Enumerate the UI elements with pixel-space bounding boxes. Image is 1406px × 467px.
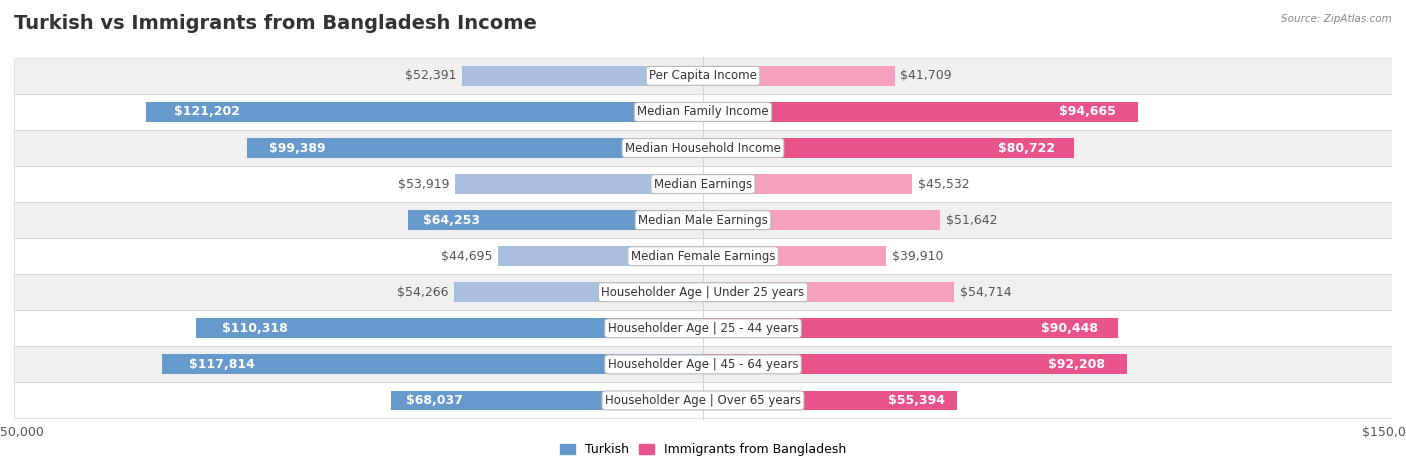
Bar — [14, 347, 1392, 382]
Bar — [246, 138, 703, 158]
Text: $117,814: $117,814 — [188, 358, 254, 371]
Bar — [703, 354, 1126, 375]
Text: Householder Age | Over 65 years: Householder Age | Over 65 years — [605, 394, 801, 407]
Bar — [14, 238, 1392, 274]
Text: $94,665: $94,665 — [1059, 106, 1116, 119]
Text: Median Family Income: Median Family Income — [637, 106, 769, 119]
Bar — [703, 138, 1074, 158]
Text: $92,208: $92,208 — [1049, 358, 1105, 371]
Bar — [14, 382, 1392, 418]
Bar — [498, 246, 703, 266]
Bar — [703, 174, 912, 194]
Text: $51,642: $51,642 — [946, 213, 997, 226]
Text: $80,722: $80,722 — [998, 142, 1056, 155]
Bar — [463, 66, 703, 86]
Text: Householder Age | 45 - 64 years: Householder Age | 45 - 64 years — [607, 358, 799, 371]
Text: Source: ZipAtlas.com: Source: ZipAtlas.com — [1281, 14, 1392, 24]
Text: Median Household Income: Median Household Income — [626, 142, 780, 155]
Bar — [14, 130, 1392, 166]
Text: $44,695: $44,695 — [440, 250, 492, 263]
Text: Turkish vs Immigrants from Bangladesh Income: Turkish vs Immigrants from Bangladesh In… — [14, 14, 537, 33]
Bar — [14, 166, 1392, 202]
Bar — [14, 310, 1392, 347]
Text: $54,714: $54,714 — [960, 286, 1011, 299]
Bar — [146, 102, 703, 122]
Text: Median Female Earnings: Median Female Earnings — [631, 250, 775, 263]
Bar — [703, 210, 941, 230]
Text: $90,448: $90,448 — [1040, 322, 1098, 335]
Text: Per Capita Income: Per Capita Income — [650, 70, 756, 82]
Text: $45,532: $45,532 — [918, 177, 969, 191]
Bar — [14, 94, 1392, 130]
Text: Median Male Earnings: Median Male Earnings — [638, 213, 768, 226]
Text: $64,253: $64,253 — [423, 213, 479, 226]
Bar — [703, 246, 886, 266]
Text: $99,389: $99,389 — [270, 142, 326, 155]
Text: $55,394: $55,394 — [887, 394, 945, 407]
Text: $41,709: $41,709 — [900, 70, 952, 82]
Text: $110,318: $110,318 — [222, 322, 287, 335]
Text: Householder Age | Under 25 years: Householder Age | Under 25 years — [602, 286, 804, 299]
Bar — [408, 210, 703, 230]
Bar — [703, 390, 957, 410]
Text: Householder Age | 25 - 44 years: Householder Age | 25 - 44 years — [607, 322, 799, 335]
Legend: Turkish, Immigrants from Bangladesh: Turkish, Immigrants from Bangladesh — [555, 439, 851, 461]
Bar — [703, 318, 1118, 338]
Bar — [456, 174, 703, 194]
Text: $54,266: $54,266 — [396, 286, 449, 299]
Bar — [14, 202, 1392, 238]
Bar — [162, 354, 703, 375]
Text: $68,037: $68,037 — [406, 394, 463, 407]
Bar — [197, 318, 703, 338]
Text: $53,919: $53,919 — [398, 177, 450, 191]
Bar — [454, 283, 703, 302]
Bar — [391, 390, 703, 410]
Bar — [14, 274, 1392, 310]
Bar — [703, 66, 894, 86]
Bar — [703, 283, 955, 302]
Bar — [14, 58, 1392, 94]
Text: $52,391: $52,391 — [405, 70, 457, 82]
Text: $39,910: $39,910 — [891, 250, 943, 263]
Bar — [703, 102, 1137, 122]
Text: $121,202: $121,202 — [174, 106, 240, 119]
Text: Median Earnings: Median Earnings — [654, 177, 752, 191]
